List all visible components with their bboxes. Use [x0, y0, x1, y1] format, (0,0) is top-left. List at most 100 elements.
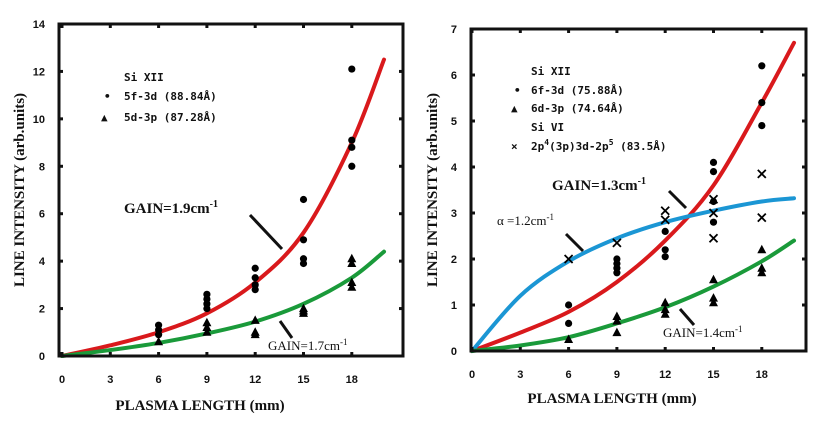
left-y-tick-label: 12 — [33, 66, 45, 78]
left-point-triangle — [347, 253, 357, 263]
left-point-triangle — [154, 336, 164, 346]
left-legend-label-2: 5d-3p (87.28Å) — [124, 111, 217, 124]
right-point-x — [660, 206, 670, 216]
right-plot-frame — [469, 27, 808, 353]
left-legend-symbol-2: ▲ — [101, 111, 108, 124]
right-fit-curve-1 — [470, 196, 796, 353]
right-point-circle — [758, 122, 766, 130]
right-point-circle — [709, 197, 718, 206]
left-legend-symbol-1: • — [104, 90, 111, 103]
right-point-triangle — [612, 327, 622, 337]
right-data-points — [563, 62, 767, 343]
right-point-triangle — [757, 263, 767, 272]
right-y-tick-label: 1 — [451, 300, 457, 312]
left-point-triangle — [347, 258, 357, 268]
left-point-triangle — [347, 282, 357, 291]
right-point-circle — [758, 99, 766, 107]
right-annotation-blue-arrow — [564, 232, 585, 253]
left-fit-curve-0 — [60, 57, 386, 358]
right-legend-symbol-3: × — [511, 140, 518, 153]
left-y-tick-label: 4 — [39, 256, 46, 268]
left-y-tick-label: 14 — [33, 19, 46, 31]
right-annotation-red-text: GAIN=1.3cm — [552, 178, 638, 194]
right-x-tick-label: 0 — [469, 369, 475, 381]
left-x-tick-label: 3 — [107, 374, 113, 386]
svg-text:GAIN=1.4cm-1: GAIN=1.4cm-1 — [663, 324, 742, 340]
right-point-circle — [661, 227, 669, 235]
left-point-circle — [203, 304, 211, 313]
right-point-triangle — [757, 267, 767, 277]
left-point-circle — [348, 65, 356, 73]
svg-text:GAIN=1.9cm-1: GAIN=1.9cm-1 — [124, 199, 218, 217]
right-annotation-green-text: GAIN=1.4cm — [663, 325, 735, 340]
right-annotation-red-arrow — [667, 189, 688, 210]
left-annotation-red-text: GAIN=1.9cm — [124, 201, 210, 217]
left-point-circle — [299, 195, 308, 204]
right-point-circle — [661, 246, 669, 254]
right-legend-label-3: 2p4(3p)3d-2p5 (83.5Å) — [531, 138, 667, 153]
right-annotation-green-arrow — [678, 308, 696, 326]
right-point-circle — [709, 218, 718, 226]
right-point-triangle — [564, 334, 574, 343]
right-legend-label-2: 6d-3p (74.64Å) — [531, 102, 624, 115]
right-point-x — [757, 169, 767, 179]
right-point-triangle — [660, 297, 670, 307]
right-point-triangle — [709, 297, 718, 307]
left-point-triangle — [202, 327, 212, 336]
right-annotation-blue: α =1.2cm-1 — [497, 212, 585, 253]
right-point-circle — [709, 158, 718, 166]
svg-text:GAIN=1.3cm-1: GAIN=1.3cm-1 — [552, 176, 646, 194]
left-annotation-green: GAIN=1.7cm-1 — [268, 320, 347, 353]
left-point-triangle — [202, 317, 212, 327]
right-point-triangle — [612, 311, 622, 320]
left-point-triangle — [299, 308, 308, 317]
left-point-triangle — [347, 277, 357, 286]
right-y-tick-label: 6 — [451, 70, 457, 82]
right-point-triangle — [612, 316, 622, 325]
left-x-axis-label: PLASMA LENGTH (mm) — [115, 398, 284, 414]
right-point-triangle — [660, 304, 670, 314]
right-y-tick-label: 4 — [451, 162, 458, 174]
right-point-x — [708, 194, 719, 204]
right-x-tick-label: 3 — [517, 369, 523, 381]
right-x-tick-label: 15 — [707, 369, 719, 381]
left-annotation-red-sup: -1 — [210, 199, 218, 210]
left-data-points — [154, 65, 357, 346]
left-point-circle — [251, 264, 259, 272]
right-annotation-red-sup: -1 — [638, 176, 646, 187]
right-point-x — [708, 208, 719, 218]
right-x-tick-label: 12 — [659, 369, 671, 381]
right-y-tick-label: 2 — [451, 254, 457, 266]
svg-text:α =1.2cm-1: α =1.2cm-1 — [497, 212, 554, 228]
right-point-circle — [661, 253, 669, 261]
left-legend: Si XII • 5f-3d (88.84Å) ▲ 5d-3p (87.28Å) — [101, 71, 217, 124]
right-y-tick-label: 3 — [451, 208, 457, 220]
right-y-axis-label: LINE INTENSITY (arb.units) — [425, 93, 441, 287]
left-point-circle — [251, 286, 259, 294]
right-point-x — [612, 238, 622, 248]
left-y-tick-label: 2 — [39, 304, 45, 316]
right-point-triangle — [660, 309, 670, 318]
left-y-tick-label: 6 — [39, 209, 45, 221]
left-legend-title: Si XII — [124, 71, 164, 84]
right-fit-curve-2 — [470, 238, 796, 353]
left-y-tick-label: 8 — [39, 161, 45, 173]
left-x-tick-label: 0 — [59, 374, 65, 386]
right-annotation-blue-sup: -1 — [547, 212, 555, 222]
right-annotation-green-sup: -1 — [735, 324, 743, 334]
left-x-tick-label: 12 — [249, 374, 261, 386]
right-x-tick-label: 9 — [614, 369, 620, 381]
right-point-x — [563, 254, 574, 264]
left-fit-curves — [60, 57, 386, 358]
right-y-tick-label: 0 — [451, 346, 457, 358]
right-point-circle — [565, 319, 573, 327]
left-annotation-green-arrow — [278, 320, 294, 339]
left-x-tick-label: 18 — [346, 374, 358, 386]
right-legend-group-1: Si XII — [531, 65, 571, 78]
left-point-circle — [299, 236, 308, 244]
right-x-axis-label: PLASMA LENGTH (mm) — [527, 391, 696, 407]
right-y-tick-label: 5 — [451, 116, 457, 128]
left-annotation-red-arrow — [248, 213, 284, 251]
